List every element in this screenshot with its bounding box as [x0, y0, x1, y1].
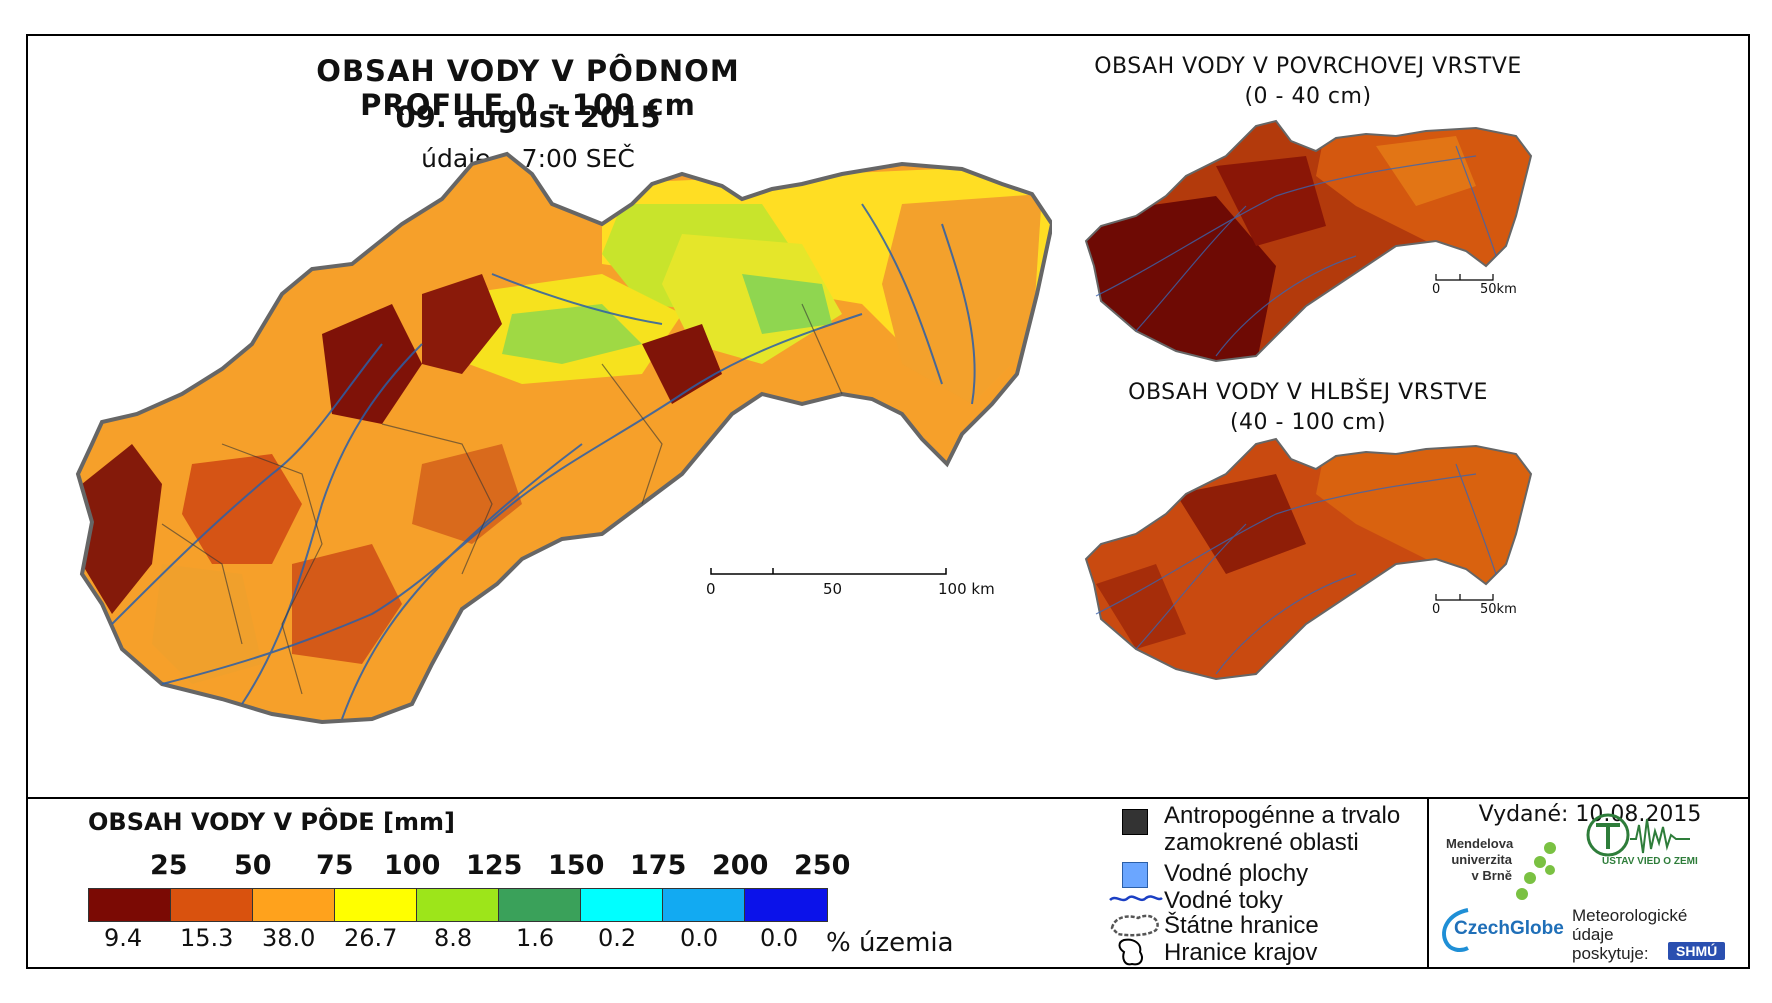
legend-threshold: 75 — [316, 850, 354, 881]
legend-threshold: 125 — [466, 850, 523, 881]
deep-scale-label-0: 0 — [1432, 602, 1441, 617]
legend-bin-3 — [335, 889, 417, 921]
legend-threshold: 250 — [794, 850, 851, 881]
legend-percent: 0.0 — [760, 924, 799, 952]
legend-percent: 26.7 — [344, 924, 398, 952]
region-border-icon — [1118, 938, 1143, 966]
deep-inset-title-line2: (40 - 100 cm) — [1229, 410, 1387, 435]
legend-threshold: 175 — [630, 850, 687, 881]
legend-percent: 38.0 — [262, 924, 316, 952]
legend-bin-6 — [581, 889, 663, 921]
main-scale-label-0: 0 — [706, 580, 716, 598]
legend-bin-7 — [663, 889, 745, 921]
czechglobe-swoosh-icon — [1442, 908, 1469, 952]
czechglobe-logo: CzechGlobe — [1454, 918, 1564, 939]
state-border-icon — [1110, 914, 1159, 937]
legend-percent-unit: % územia — [826, 928, 954, 958]
surface-scale-label-0: 0 — [1432, 282, 1441, 297]
legend-bin-0 — [89, 889, 171, 921]
mendel-dots-icon — [1516, 842, 1556, 900]
meteo-text-line2: údaje — [1572, 925, 1614, 944]
region-border-label: Hranice krajov — [1164, 939, 1318, 966]
mendel-logo-line2: univerzita — [1451, 852, 1512, 867]
surface-layer-map — [1084, 119, 1533, 363]
earth-science-institute-icon — [1586, 813, 1690, 857]
state-border-label: Štátne hranice — [1164, 912, 1319, 939]
legend-bin-1 — [171, 889, 253, 921]
shmu-logo: SHMÚ — [1668, 942, 1726, 960]
main-scale-label-100: 100 km — [938, 580, 995, 598]
water-areas-label: Vodné plochy — [1164, 860, 1309, 887]
surface-inset-title: OBSAH VODY V POVRCHOVEJ VRSTVE (0 - 40 c… — [1078, 52, 1538, 112]
issued-date: Vydané: 10.08.2015 — [1478, 802, 1702, 827]
legend-threshold: 25 — [150, 850, 188, 881]
mendel-logo-line3: v Brně — [1471, 868, 1512, 883]
deep-layer-map — [1084, 437, 1533, 681]
anthropogenic-label: Antropogénne a trvalo zamokrené oblasti — [1164, 802, 1400, 856]
deep-scale-label-50: 50km — [1480, 602, 1517, 617]
surface-scale-label-50: 50km — [1480, 282, 1517, 297]
meteo-text-line3: poskytuje: — [1572, 944, 1649, 963]
deep-inset-title: OBSAH VODY V HLBŠEJ VRSTVE (40 - 100 cm) — [1078, 378, 1538, 438]
legend-title: OBSAH VODY V PÔDE [mm] — [88, 808, 456, 836]
legend-bin-5 — [499, 889, 581, 921]
anthropogenic-area-swatch — [1122, 809, 1148, 835]
legend-threshold: 100 — [384, 850, 441, 881]
mendel-university-logo: Mendelova univerzita v Brně — [1446, 836, 1514, 884]
legend-percent: 0.0 — [680, 924, 719, 952]
meteo-data-provider-text: Meteorologické údaje poskytuje: — [1572, 906, 1687, 963]
surface-inset-title-line2: (0 - 40 cm) — [1244, 84, 1372, 109]
legend-color-bins — [88, 888, 828, 922]
legend-bin-8 — [745, 889, 827, 921]
rivers-label: Vodné toky — [1164, 887, 1283, 914]
river-line-icon — [1109, 895, 1163, 902]
legend-bin-4 — [417, 889, 499, 921]
earth-science-institute-logo: ÚSTAV VIED O ZEMI — [1602, 856, 1698, 867]
meteo-text-line1: Meteorologické — [1572, 906, 1688, 925]
legend-bin-2 — [253, 889, 335, 921]
legend-threshold: 50 — [234, 850, 272, 881]
mendel-logo-line1: Mendelova — [1446, 836, 1514, 851]
deep-inset-scale-bar — [1435, 594, 1494, 601]
map-frame: OBSAH VODY V PÔDNOM PROFILE 0 - 100 cm 0… — [26, 34, 1750, 969]
map-time: údaje o 7:00 SEČ — [421, 144, 635, 173]
anthropogenic-label-line1: Antropogénne a trvalo — [1164, 802, 1401, 829]
main-scale-bar — [710, 568, 947, 575]
legend-threshold: 150 — [548, 850, 605, 881]
issued-divider — [1427, 797, 1429, 969]
deep-inset-title-line1: OBSAH VODY V HLBŠEJ VRSTVE — [1128, 380, 1488, 405]
surface-inset-scale-bar — [1435, 274, 1494, 281]
map-date: 09. august 2015 — [395, 100, 661, 134]
main-scale-label-50: 50 — [823, 580, 843, 598]
map-title: OBSAH VODY V PÔDNOM PROFILE 0 - 100 cm — [316, 54, 740, 122]
water-area-swatch — [1122, 862, 1148, 888]
legend-divider — [28, 797, 1748, 799]
surface-inset-title-line1: OBSAH VODY V POVRCHOVEJ VRSTVE — [1094, 54, 1522, 79]
legend-percent: 0.2 — [598, 924, 637, 952]
legend-percent: 1.6 — [516, 924, 555, 952]
legend-threshold: 200 — [712, 850, 769, 881]
legend-percent: 8.8 — [434, 924, 473, 952]
legend-percent: 9.4 — [104, 924, 143, 952]
main-soil-moisture-map — [75, 151, 1052, 725]
legend-percent: 15.3 — [180, 924, 234, 952]
anthropogenic-label-line2: zamokrené oblasti — [1164, 829, 1359, 856]
